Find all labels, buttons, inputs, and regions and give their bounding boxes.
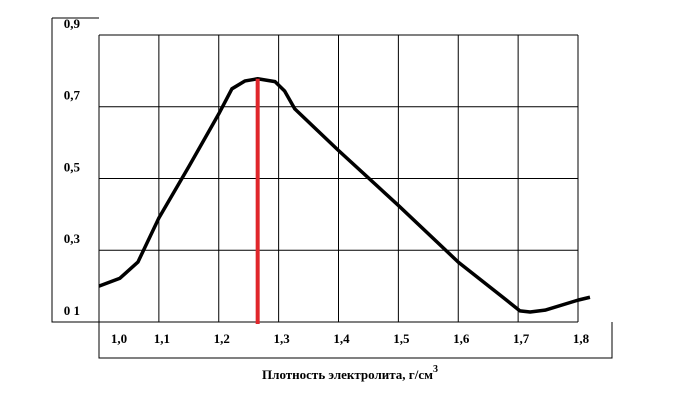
x-tick-label: 1,4 bbox=[333, 331, 350, 346]
axis-frame bbox=[51, 17, 613, 359]
y-tick-label: 0,3 bbox=[64, 231, 81, 246]
x-axis-label: Плотность электролита, г/см3 bbox=[262, 364, 438, 382]
y-tick-label: 0,5 bbox=[64, 159, 81, 174]
x-tick-label: 1,7 bbox=[513, 331, 530, 346]
y-tick-label: 0,9 bbox=[64, 16, 81, 31]
y-tick-label: 0,7 bbox=[64, 88, 81, 103]
x-tick-label: 1,3 bbox=[274, 331, 291, 346]
y-tick-label: 0 1 bbox=[64, 303, 80, 318]
x-tick-label: 1,6 bbox=[453, 331, 470, 346]
line-series bbox=[98, 77, 591, 314]
x-tick-label: 1,5 bbox=[393, 331, 410, 346]
x-tick-label: 1,2 bbox=[214, 331, 230, 346]
x-axis-label-sup: 3 bbox=[433, 364, 438, 375]
x-tick-label: 1,8 bbox=[573, 331, 590, 346]
x-tick-label: 1,1 bbox=[154, 331, 170, 346]
x-axis-label-text: Плотность электролита, г/см bbox=[262, 367, 433, 382]
x-tick-label: 1,0 bbox=[111, 331, 127, 346]
